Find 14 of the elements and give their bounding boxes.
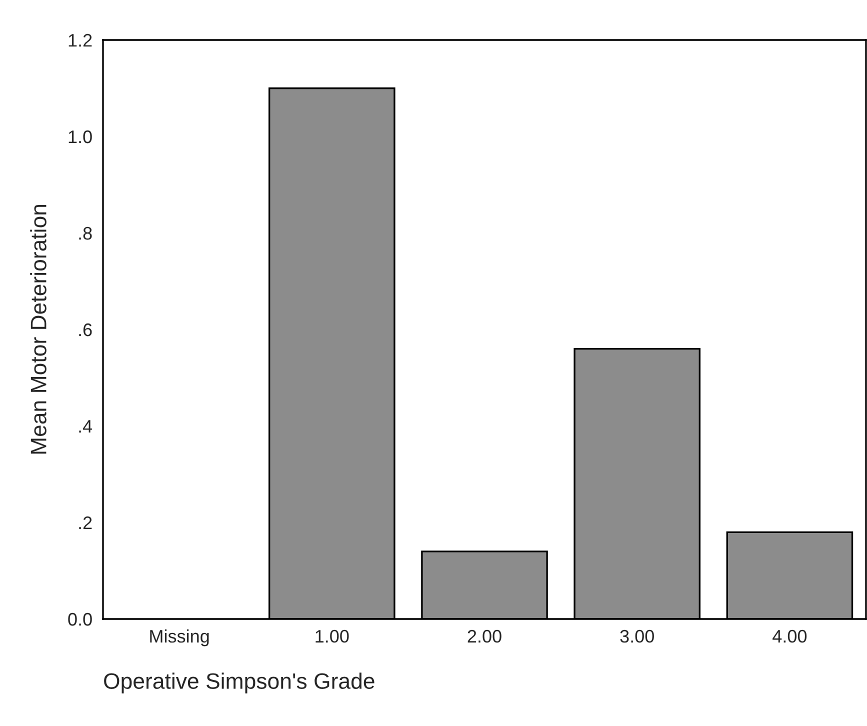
x-tick-label: 4.00 bbox=[772, 630, 807, 643]
y-tick-label: 1.2 bbox=[68, 34, 92, 47]
x-tick-label: 1.00 bbox=[316, 630, 349, 643]
x-tick-label: 2.00 bbox=[468, 630, 502, 643]
y-tick-label: 0.0 bbox=[68, 612, 92, 626]
x-tick-label: Missing bbox=[150, 629, 209, 646]
x-tick-label: 3.00 bbox=[620, 630, 654, 643]
y-tick-label: .8 bbox=[79, 226, 92, 240]
y-tick-label: .2 bbox=[79, 516, 92, 530]
y-tick-label: .6 bbox=[79, 323, 92, 336]
x-axis-title: Operative Simpson's Grade bbox=[104, 672, 374, 694]
y-tick-label: .4 bbox=[79, 420, 92, 433]
y-axis-title: Mean Motor Deterioration bbox=[30, 204, 46, 454]
y-tick-label: 1.0 bbox=[68, 130, 92, 144]
